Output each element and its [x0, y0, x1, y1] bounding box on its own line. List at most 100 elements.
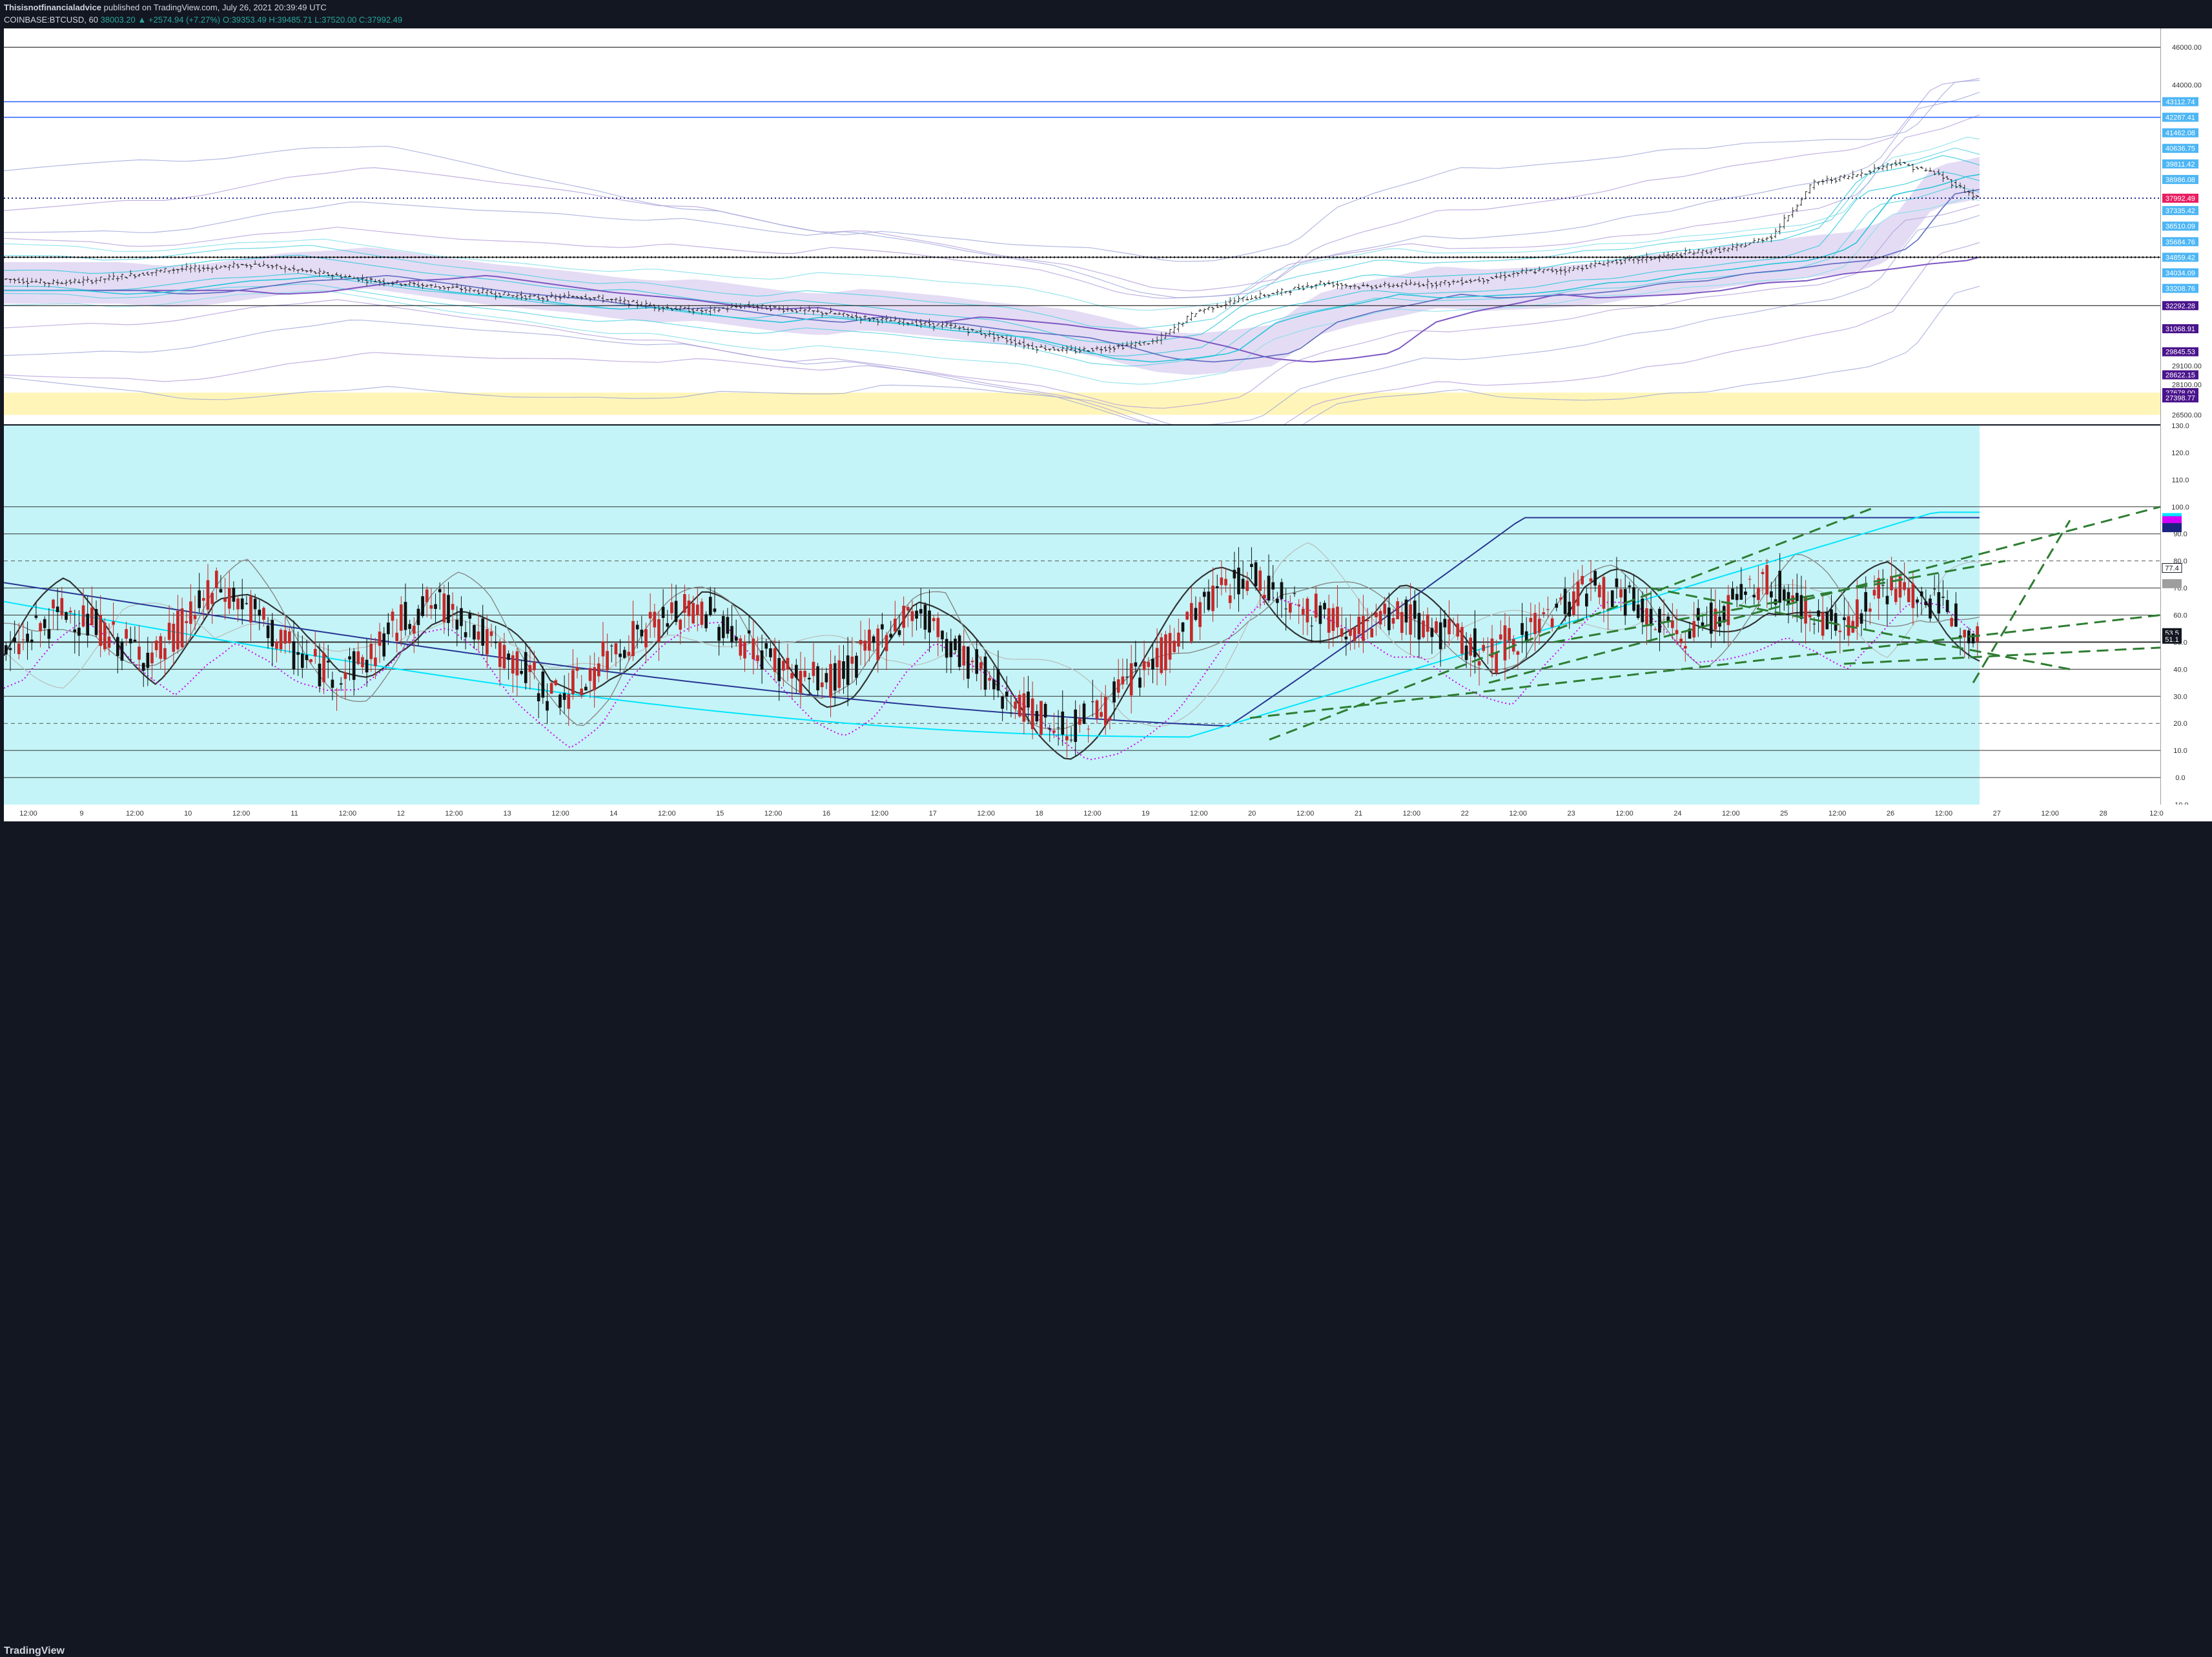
candle	[1903, 161, 1907, 164]
candle	[60, 281, 64, 284]
oscillator-value-label: 77.4	[2162, 563, 2182, 573]
oscillator-pane[interactable]	[4, 426, 2160, 805]
candle	[408, 280, 412, 287]
oscillator-candle	[442, 584, 446, 634]
candle	[404, 283, 407, 287]
candle	[1018, 340, 1021, 345]
price-chart-pane[interactable]	[4, 28, 2160, 424]
oscillator-candle	[958, 633, 961, 671]
time-scale[interactable]: 12:00 9 12:00 10 12:00 11 12:00 12 12:00 13 12:00 1…	[4, 805, 2212, 821]
oscillator-candle	[1683, 631, 1687, 662]
candle	[786, 306, 790, 312]
candle	[846, 314, 850, 318]
candle	[1477, 276, 1481, 283]
candle	[863, 314, 867, 320]
candle	[434, 283, 438, 288]
candle	[1945, 176, 1949, 180]
oscillator-candle	[253, 593, 257, 622]
oscillator-candle	[1366, 608, 1369, 639]
candle	[936, 323, 940, 326]
oscillator-candle	[1103, 684, 1107, 735]
oscillator-candle	[593, 652, 597, 708]
candle	[549, 292, 553, 298]
candle	[614, 297, 618, 303]
candle	[597, 294, 600, 300]
candle	[1868, 170, 1872, 175]
candle	[1657, 254, 1661, 262]
oscillator-candle	[537, 683, 540, 719]
candle	[1683, 247, 1687, 256]
oscillator-candle	[640, 615, 644, 644]
candle	[889, 316, 893, 322]
candle	[116, 275, 119, 282]
candle	[1572, 265, 1575, 271]
candle	[1670, 253, 1674, 260]
oscillator-candle	[1160, 633, 1163, 675]
candle	[1821, 178, 1825, 185]
oscillator-candle	[103, 618, 107, 652]
oscillator-candle	[1602, 575, 1606, 623]
candle	[1834, 177, 1838, 183]
time-tick-label: 12:00	[1828, 810, 1847, 818]
oscillator-candle	[1142, 641, 1146, 688]
oscillator-candle	[515, 648, 519, 697]
candle	[1787, 215, 1790, 221]
candle	[64, 280, 68, 286]
candle	[1391, 283, 1395, 288]
candle	[777, 305, 781, 311]
oscillator-candle	[434, 593, 437, 623]
candle	[1812, 179, 1816, 190]
oscillator-candle	[1641, 591, 1644, 635]
svg-text:40636.75: 40636.75	[2166, 145, 2195, 153]
time-tick-label: 19	[1142, 810, 1149, 818]
publisher-name[interactable]: Thisisnotfinancialadvice	[4, 3, 101, 12]
oscillator-candle	[1628, 581, 1632, 593]
candle	[1280, 287, 1284, 296]
symbol-name[interactable]: COINBASE:BTCUSD, 60	[4, 15, 98, 25]
oscillator-candle	[476, 612, 480, 652]
oscillator-candle	[614, 641, 618, 667]
candle	[635, 300, 639, 309]
candle	[537, 293, 540, 300]
oscillator-candle	[17, 623, 21, 659]
candle	[520, 291, 524, 300]
time-tick-label: 24	[1674, 810, 1681, 818]
candle	[13, 278, 17, 284]
pane-separator[interactable]	[4, 424, 2212, 426]
candle	[103, 278, 107, 283]
oscillator-candle	[1692, 602, 1695, 642]
candle	[4, 278, 8, 280]
oscillator-tick-label: 20.0	[2173, 720, 2187, 728]
candle	[1482, 278, 1486, 285]
candle	[125, 276, 128, 279]
price-level-label: 37335.42	[2162, 206, 2198, 216]
candle	[1065, 345, 1069, 354]
oscillator-candle	[648, 593, 652, 638]
candle	[1743, 242, 1747, 247]
price-scale[interactable]: 46000.00 44000.00 29100.00 28100.00 26500.00…	[2124, 28, 2212, 809]
tradingview-logo[interactable]: TradingView	[4, 1645, 65, 1657]
oscillator-candle	[979, 656, 983, 690]
candle	[1078, 346, 1081, 354]
oscillator-candle	[189, 584, 192, 639]
candle	[399, 283, 403, 287]
oscillator-candle	[644, 623, 648, 664]
oscillator-candle	[606, 633, 609, 680]
oscillator-candle	[666, 610, 670, 635]
oscillator-candle	[954, 635, 957, 655]
oscillator-candle	[1714, 589, 1717, 643]
oscillator-candle	[150, 641, 154, 681]
oscillator-candle	[1752, 584, 1756, 605]
candle	[1022, 338, 1026, 349]
oscillator-candle	[356, 641, 360, 666]
price-level-label: 29845.53	[2162, 347, 2198, 356]
price-level-label: 39811.42	[2162, 159, 2198, 169]
candle	[1568, 267, 1572, 273]
oscillator-candle	[627, 635, 631, 661]
candle	[928, 318, 932, 327]
trendline	[1488, 506, 2160, 684]
price-change: ▲ +2574.94 (+7.27%)	[138, 15, 221, 25]
oscillator-candle	[1584, 587, 1588, 619]
candle	[1714, 247, 1717, 252]
candle	[1662, 252, 1666, 258]
